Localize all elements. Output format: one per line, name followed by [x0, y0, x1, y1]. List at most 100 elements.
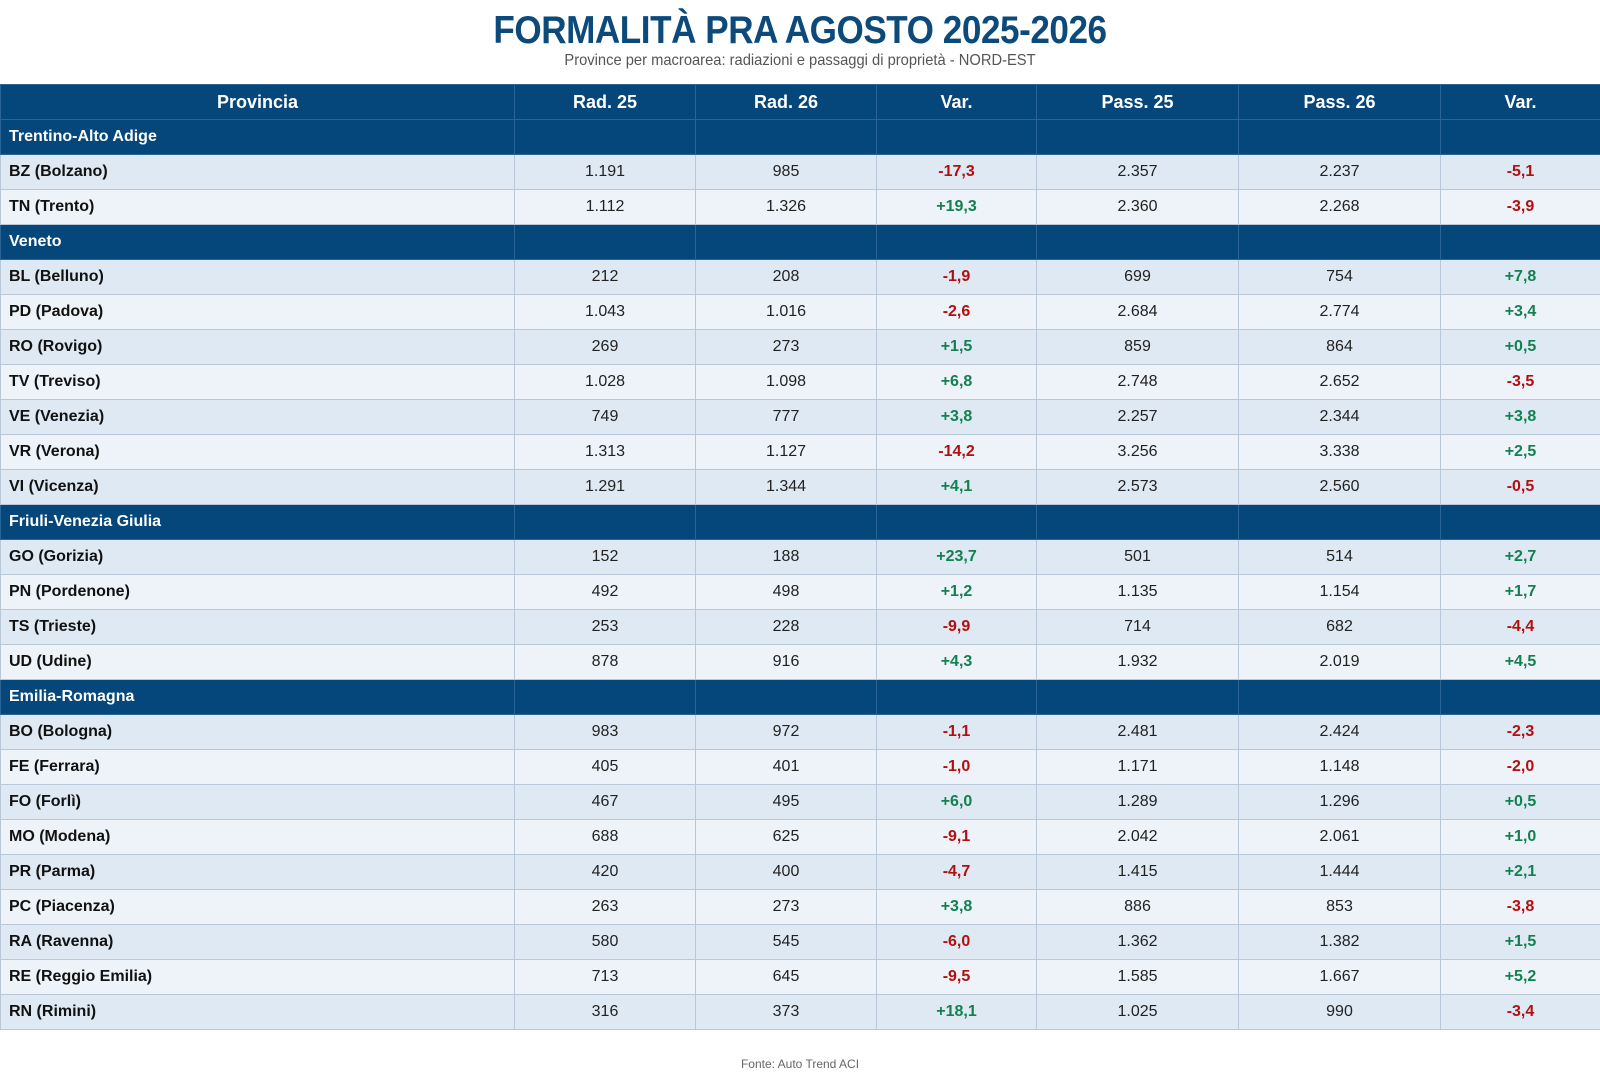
- rad-26-cell: 273: [695, 889, 877, 925]
- group-empty-cell: [1440, 679, 1600, 715]
- pass-25-cell: 2.257: [1036, 399, 1239, 435]
- group-header-row: Veneto: [0, 224, 1600, 260]
- group-empty-cell: [695, 224, 877, 260]
- province-cell: PD (Padova): [0, 294, 515, 330]
- pass-25-cell: 859: [1036, 329, 1239, 365]
- rad-var-cell: +6,0: [876, 784, 1037, 820]
- rad-var-cell: +4,3: [876, 644, 1037, 680]
- rad-26-cell: 1.326: [695, 189, 877, 225]
- rad-var-cell: -9,9: [876, 609, 1037, 645]
- table-row: TV (Treviso) 1.028 1.098 +6,8 2.748 2.652 -3,5: [0, 364, 1600, 400]
- rad-25-cell: 749: [514, 399, 696, 435]
- pass-26-cell: 864: [1238, 329, 1441, 365]
- rad-25-cell: 878: [514, 644, 696, 680]
- group-empty-cell: [695, 504, 877, 540]
- group-empty-cell: [1238, 679, 1441, 715]
- pass-var-cell: +0,5: [1440, 784, 1600, 820]
- rad-26-cell: 273: [695, 329, 877, 365]
- group-empty-cell: [876, 504, 1037, 540]
- column-header-rad-25[interactable]: Rad. 25: [514, 84, 696, 120]
- rad-25-cell: 316: [514, 994, 696, 1030]
- pass-var-cell: +0,5: [1440, 329, 1600, 365]
- group-empty-cell: [1440, 504, 1600, 540]
- rad-26-cell: 208: [695, 259, 877, 295]
- province-cell: RO (Rovigo): [0, 329, 515, 365]
- rad-26-cell: 625: [695, 819, 877, 855]
- column-header-provincia[interactable]: Provincia: [0, 84, 515, 120]
- group-name: Friuli-Venezia Giulia: [0, 504, 515, 540]
- table-row: FO (Forlì) 467 495 +6,0 1.289 1.296 +0,5: [0, 784, 1600, 820]
- pass-var-cell: -2,0: [1440, 749, 1600, 785]
- pass-var-cell: +7,8: [1440, 259, 1600, 295]
- rad-var-cell: -9,1: [876, 819, 1037, 855]
- pass-var-cell: +2,5: [1440, 434, 1600, 470]
- rad-var-cell: +1,5: [876, 329, 1037, 365]
- column-header-pass-25[interactable]: Pass. 25: [1036, 84, 1239, 120]
- pass-var-cell: +1,0: [1440, 819, 1600, 855]
- pass-var-cell: -2,3: [1440, 714, 1600, 750]
- pass-var-cell: +4,5: [1440, 644, 1600, 680]
- province-cell: PR (Parma): [0, 854, 515, 890]
- rad-26-cell: 985: [695, 154, 877, 190]
- table-row: BO (Bologna) 983 972 -1,1 2.481 2.424 -2,3: [0, 714, 1600, 750]
- province-cell: VE (Venezia): [0, 399, 515, 435]
- pass-var-cell: -3,8: [1440, 889, 1600, 925]
- pass-26-cell: 1.148: [1238, 749, 1441, 785]
- table-row: RA (Ravenna) 580 545 -6,0 1.362 1.382 +1,5: [0, 924, 1600, 960]
- rad-25-cell: 1.313: [514, 434, 696, 470]
- rad-26-cell: 373: [695, 994, 877, 1030]
- group-empty-cell: [1238, 224, 1441, 260]
- rad-var-cell: -17,3: [876, 154, 1037, 190]
- rad-26-cell: 1.344: [695, 469, 877, 505]
- page-subtitle: Province per macroarea: radiazioni e pas…: [564, 52, 1036, 69]
- column-header-rad-26[interactable]: Rad. 26: [695, 84, 877, 120]
- page-title: FORMALITÀ PRA AGOSTO 2025-2026: [493, 9, 1107, 52]
- rad-26-cell: 495: [695, 784, 877, 820]
- pass-26-cell: 990: [1238, 994, 1441, 1030]
- report-header: FORMALITÀ PRA AGOSTO 2025-2026 Province …: [0, 0, 1600, 70]
- group-empty-cell: [1440, 224, 1600, 260]
- column-header-rad-var[interactable]: Var.: [876, 84, 1037, 120]
- group-empty-cell: [876, 119, 1037, 155]
- pass-26-cell: 2.560: [1238, 469, 1441, 505]
- pass-var-cell: -5,1: [1440, 154, 1600, 190]
- group-header-row: Trentino-Alto Adige: [0, 119, 1600, 155]
- rad-var-cell: -1,1: [876, 714, 1037, 750]
- column-header-pass-var[interactable]: Var.: [1440, 84, 1600, 120]
- group-empty-cell: [695, 679, 877, 715]
- table-row: PC (Piacenza) 263 273 +3,8 886 853 -3,8: [0, 889, 1600, 925]
- province-cell: RN (Rimini): [0, 994, 515, 1030]
- province-cell: BO (Bologna): [0, 714, 515, 750]
- group-empty-cell: [514, 119, 696, 155]
- pass-26-cell: 2.424: [1238, 714, 1441, 750]
- rad-25-cell: 467: [514, 784, 696, 820]
- rad-25-cell: 983: [514, 714, 696, 750]
- table-row: MO (Modena) 688 625 -9,1 2.042 2.061 +1,0: [0, 819, 1600, 855]
- rad-25-cell: 152: [514, 539, 696, 575]
- pass-var-cell: +1,7: [1440, 574, 1600, 610]
- group-empty-cell: [1036, 119, 1239, 155]
- table-row: VE (Venezia) 749 777 +3,8 2.257 2.344 +3,8: [0, 399, 1600, 435]
- rad-26-cell: 400: [695, 854, 877, 890]
- province-cell: TV (Treviso): [0, 364, 515, 400]
- table-row: RO (Rovigo) 269 273 +1,5 859 864 +0,5: [0, 329, 1600, 365]
- pass-25-cell: 2.357: [1036, 154, 1239, 190]
- table-row: PN (Pordenone) 492 498 +1,2 1.135 1.154 +1,7: [0, 574, 1600, 610]
- pass-var-cell: -3,9: [1440, 189, 1600, 225]
- pass-var-cell: +1,5: [1440, 924, 1600, 960]
- pass-25-cell: 1.135: [1036, 574, 1239, 610]
- pass-26-cell: 514: [1238, 539, 1441, 575]
- pass-26-cell: 3.338: [1238, 434, 1441, 470]
- column-header-pass-26[interactable]: Pass. 26: [1238, 84, 1441, 120]
- pass-25-cell: 501: [1036, 539, 1239, 575]
- pass-26-cell: 853: [1238, 889, 1441, 925]
- pass-25-cell: 1.171: [1036, 749, 1239, 785]
- pass-var-cell: +2,7: [1440, 539, 1600, 575]
- group-empty-cell: [876, 224, 1037, 260]
- rad-25-cell: 212: [514, 259, 696, 295]
- pass-26-cell: 1.382: [1238, 924, 1441, 960]
- rad-26-cell: 1.098: [695, 364, 877, 400]
- pass-26-cell: 1.667: [1238, 959, 1441, 995]
- table-row: TN (Trento) 1.112 1.326 +19,3 2.360 2.268 -3,9: [0, 189, 1600, 225]
- table-row: VR (Verona) 1.313 1.127 -14,2 3.256 3.338 +2,5: [0, 434, 1600, 470]
